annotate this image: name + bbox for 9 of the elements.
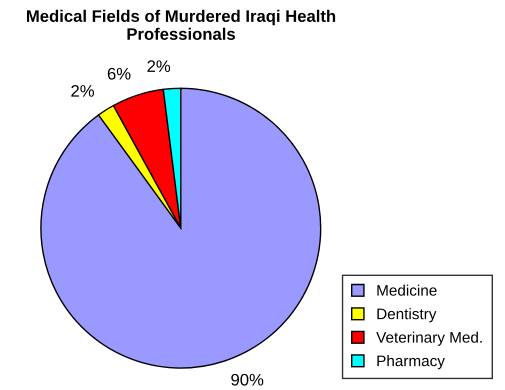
data-label: 90%: [231, 374, 264, 386]
data-label: 6%: [108, 68, 130, 80]
legend-label: Veterinary Med.: [376, 332, 482, 346]
legend-label: Dentistry: [377, 308, 436, 322]
data-label: 2%: [147, 60, 170, 72]
chart-title: Medical Fields of Murdered Iraqi Health Professionals: [27, 10, 336, 40]
legend-label: Medicine: [377, 284, 437, 296]
legend-label: Pharmacy: [377, 355, 445, 370]
data-label: 2%: [71, 84, 94, 97]
